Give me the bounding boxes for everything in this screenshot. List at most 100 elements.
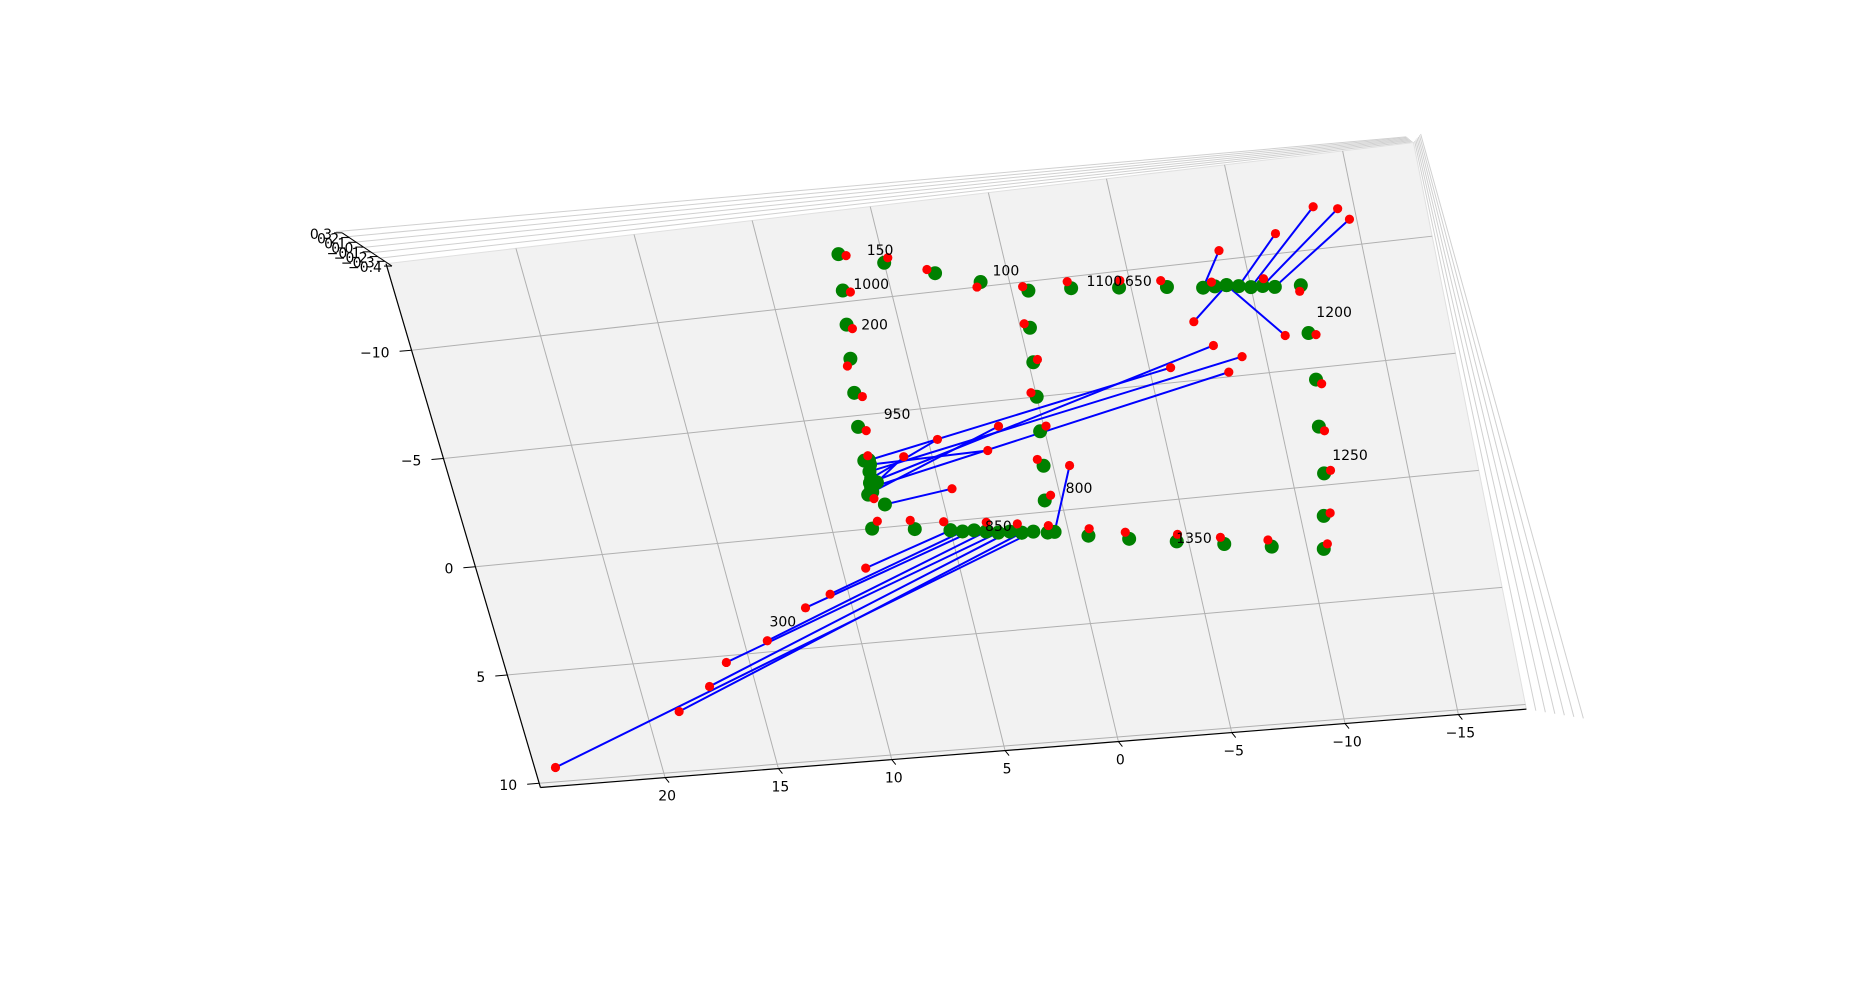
frame-label: 1350	[1176, 531, 1212, 547]
estimated-point	[1270, 228, 1281, 239]
y-tick	[527, 782, 540, 785]
y-tick	[495, 674, 508, 677]
estimated-point	[1208, 340, 1219, 351]
x-tick-label: 10	[885, 771, 903, 787]
x-tick-label: −10	[1332, 735, 1362, 751]
estimated-point	[857, 391, 867, 402]
estimated-point	[1322, 539, 1332, 549]
estimated-point	[845, 287, 855, 297]
y-tick-label: −5	[401, 454, 422, 470]
x-tick	[891, 759, 897, 765]
reference-point	[928, 266, 943, 281]
grid-line	[475, 469, 1479, 568]
connector	[884, 487, 953, 506]
y-tick-label: 5	[476, 670, 485, 686]
x-tick-label: −5	[1223, 744, 1244, 760]
reference-point	[967, 523, 982, 538]
reference-point	[1196, 280, 1211, 295]
estimated-point	[932, 434, 943, 445]
grid-line	[751, 220, 893, 760]
pane-edge	[1417, 136, 1565, 716]
frame-label: 1000	[853, 277, 889, 293]
estimated-point	[993, 421, 1004, 431]
connector	[1193, 284, 1228, 323]
pane-edge	[344, 137, 1408, 238]
grid-line	[987, 192, 1119, 742]
x-tick	[1118, 741, 1123, 747]
estimated-point	[1012, 519, 1022, 529]
frame-label: 200	[861, 317, 888, 333]
frame-label: 850	[985, 519, 1012, 535]
pane-edge	[336, 136, 1407, 233]
reference-point	[955, 524, 970, 539]
reference-point	[864, 471, 879, 486]
reference-point	[851, 419, 866, 434]
connector	[1225, 284, 1286, 337]
pane-edge	[1415, 139, 1546, 713]
y-tick	[399, 349, 412, 352]
estimated-point	[1325, 465, 1336, 475]
grid-line	[1224, 164, 1346, 724]
grid-line	[1342, 150, 1459, 715]
estimated-point	[1258, 274, 1269, 284]
frame-label: 1250	[1332, 448, 1368, 464]
pane-edge	[1416, 138, 1556, 714]
estimated-point	[861, 563, 871, 573]
z-tick-label: −0.4	[348, 260, 382, 276]
estimated-point	[947, 484, 957, 494]
frame-label: 1100	[1086, 274, 1122, 290]
estimated-point	[1189, 317, 1199, 327]
y-tick-label: 0	[444, 562, 453, 578]
connector	[869, 344, 1214, 484]
estimated-point	[1064, 460, 1075, 471]
estimated-point	[674, 706, 684, 717]
grid-line	[443, 352, 1456, 460]
x-tick	[1004, 750, 1010, 756]
x-tick	[1231, 732, 1237, 738]
z-tick-label: 0.3	[310, 227, 332, 243]
grid-line	[539, 703, 1526, 784]
connector	[1261, 207, 1339, 287]
estimated-point	[905, 515, 915, 525]
connector	[871, 425, 999, 493]
z-axis	[341, 232, 393, 267]
reference-point	[1231, 279, 1246, 294]
grid-line	[1105, 178, 1233, 733]
pane-edge	[369, 140, 1412, 254]
estimated-point	[704, 681, 715, 692]
estimated-point	[939, 517, 949, 527]
estimated-point	[1206, 277, 1217, 287]
grid-line	[507, 586, 1503, 676]
x-tick	[1457, 714, 1463, 720]
estimated-point	[863, 451, 873, 461]
reference-point	[877, 497, 892, 512]
connector	[1274, 218, 1351, 288]
connector	[678, 531, 1023, 713]
pane-edge	[377, 141, 1413, 259]
reference-point	[991, 525, 1006, 540]
y-tick	[431, 458, 444, 461]
frame-label: 650	[1125, 274, 1152, 290]
estimated-point	[841, 251, 851, 261]
connector	[709, 530, 1011, 688]
z-tick-label: 0.1	[324, 236, 346, 252]
reference-point	[847, 385, 862, 400]
estimated-point	[1319, 426, 1330, 436]
x-tick	[1344, 723, 1350, 729]
estimated-point	[1308, 202, 1318, 212]
frame-label: 800	[1066, 481, 1093, 497]
y-tick	[463, 566, 476, 569]
estimated-point	[1295, 286, 1305, 296]
x-tick-label: 15	[772, 780, 790, 796]
x-tick-label: −15	[1446, 726, 1476, 742]
estimated-point	[1062, 277, 1072, 287]
estimated-point	[972, 282, 982, 292]
z-tick-label: 0.2	[317, 232, 339, 248]
pane-edge	[1420, 133, 1584, 719]
estimated-point	[1325, 508, 1335, 518]
estimated-point	[922, 264, 932, 275]
reference-point	[1219, 278, 1234, 293]
estimated-point	[861, 426, 871, 436]
